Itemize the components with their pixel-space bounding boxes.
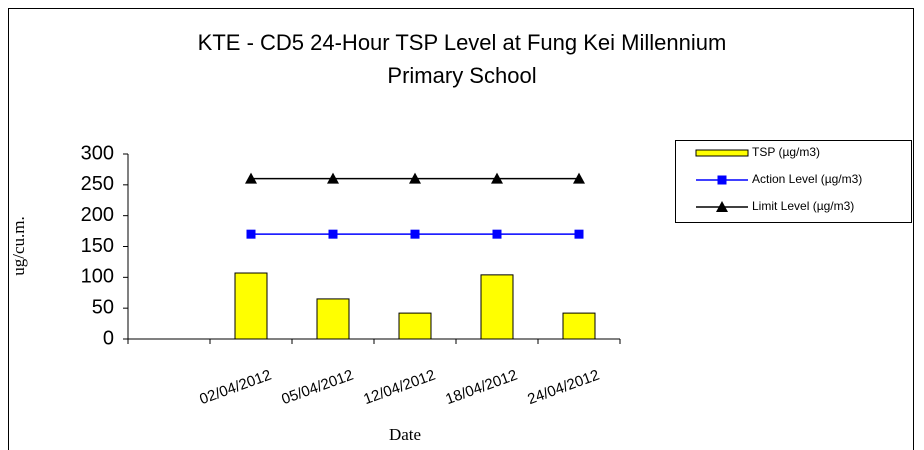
bar — [316, 298, 350, 340]
y-tick-label: 150 — [81, 235, 114, 257]
bar — [234, 272, 268, 340]
legend-label: Limit Level (µg/m3) — [752, 199, 854, 213]
line-marker — [573, 172, 585, 184]
y-tick-label: 200 — [81, 204, 114, 226]
y-tick-label: 250 — [81, 173, 114, 195]
line-marker — [327, 172, 339, 184]
legend-swatch — [695, 149, 749, 157]
legend-marker — [717, 175, 727, 185]
line-marker — [410, 229, 420, 239]
line-marker — [246, 229, 256, 239]
y-tick-label: 50 — [92, 296, 114, 318]
bar — [398, 312, 432, 340]
chart-title: KTE - CD5 24-Hour TSP Level at Fung Kei … — [198, 30, 727, 55]
y-tick-label: 100 — [81, 266, 114, 288]
line-marker — [245, 172, 257, 184]
legend-label: TSP (µg/m3) — [752, 145, 820, 159]
y-axis-label: ug/cu.m. — [9, 216, 28, 276]
bar — [562, 312, 596, 340]
y-tick-label: 300 — [81, 142, 114, 164]
bar — [480, 274, 514, 340]
chart-frame — [8, 8, 914, 450]
y-tick-label: 0 — [103, 327, 114, 349]
line-marker — [492, 229, 502, 239]
legend-label: Action Level (µg/m3) — [752, 172, 862, 186]
line-marker — [491, 172, 503, 184]
line-marker — [574, 229, 584, 239]
x-axis-label: Date — [389, 425, 421, 444]
line-marker — [409, 172, 421, 184]
legend-marker — [716, 201, 728, 212]
line-marker — [328, 229, 338, 239]
chart-title: Primary School — [387, 63, 536, 88]
